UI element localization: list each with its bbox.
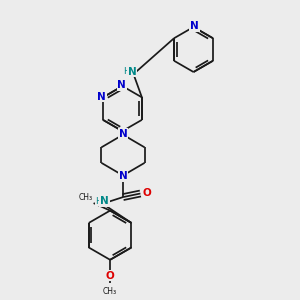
Text: N: N bbox=[100, 196, 109, 206]
Text: O: O bbox=[142, 188, 152, 198]
Text: H: H bbox=[123, 67, 129, 76]
Text: N: N bbox=[118, 129, 127, 139]
Text: O: O bbox=[106, 271, 115, 281]
Text: N: N bbox=[117, 80, 126, 90]
Text: H: H bbox=[96, 197, 102, 206]
Text: N: N bbox=[97, 92, 106, 102]
Text: N: N bbox=[118, 171, 127, 182]
Text: N: N bbox=[128, 67, 136, 77]
Text: CH₃: CH₃ bbox=[103, 287, 117, 296]
Text: N: N bbox=[190, 21, 199, 32]
Text: CH₃: CH₃ bbox=[79, 193, 93, 202]
